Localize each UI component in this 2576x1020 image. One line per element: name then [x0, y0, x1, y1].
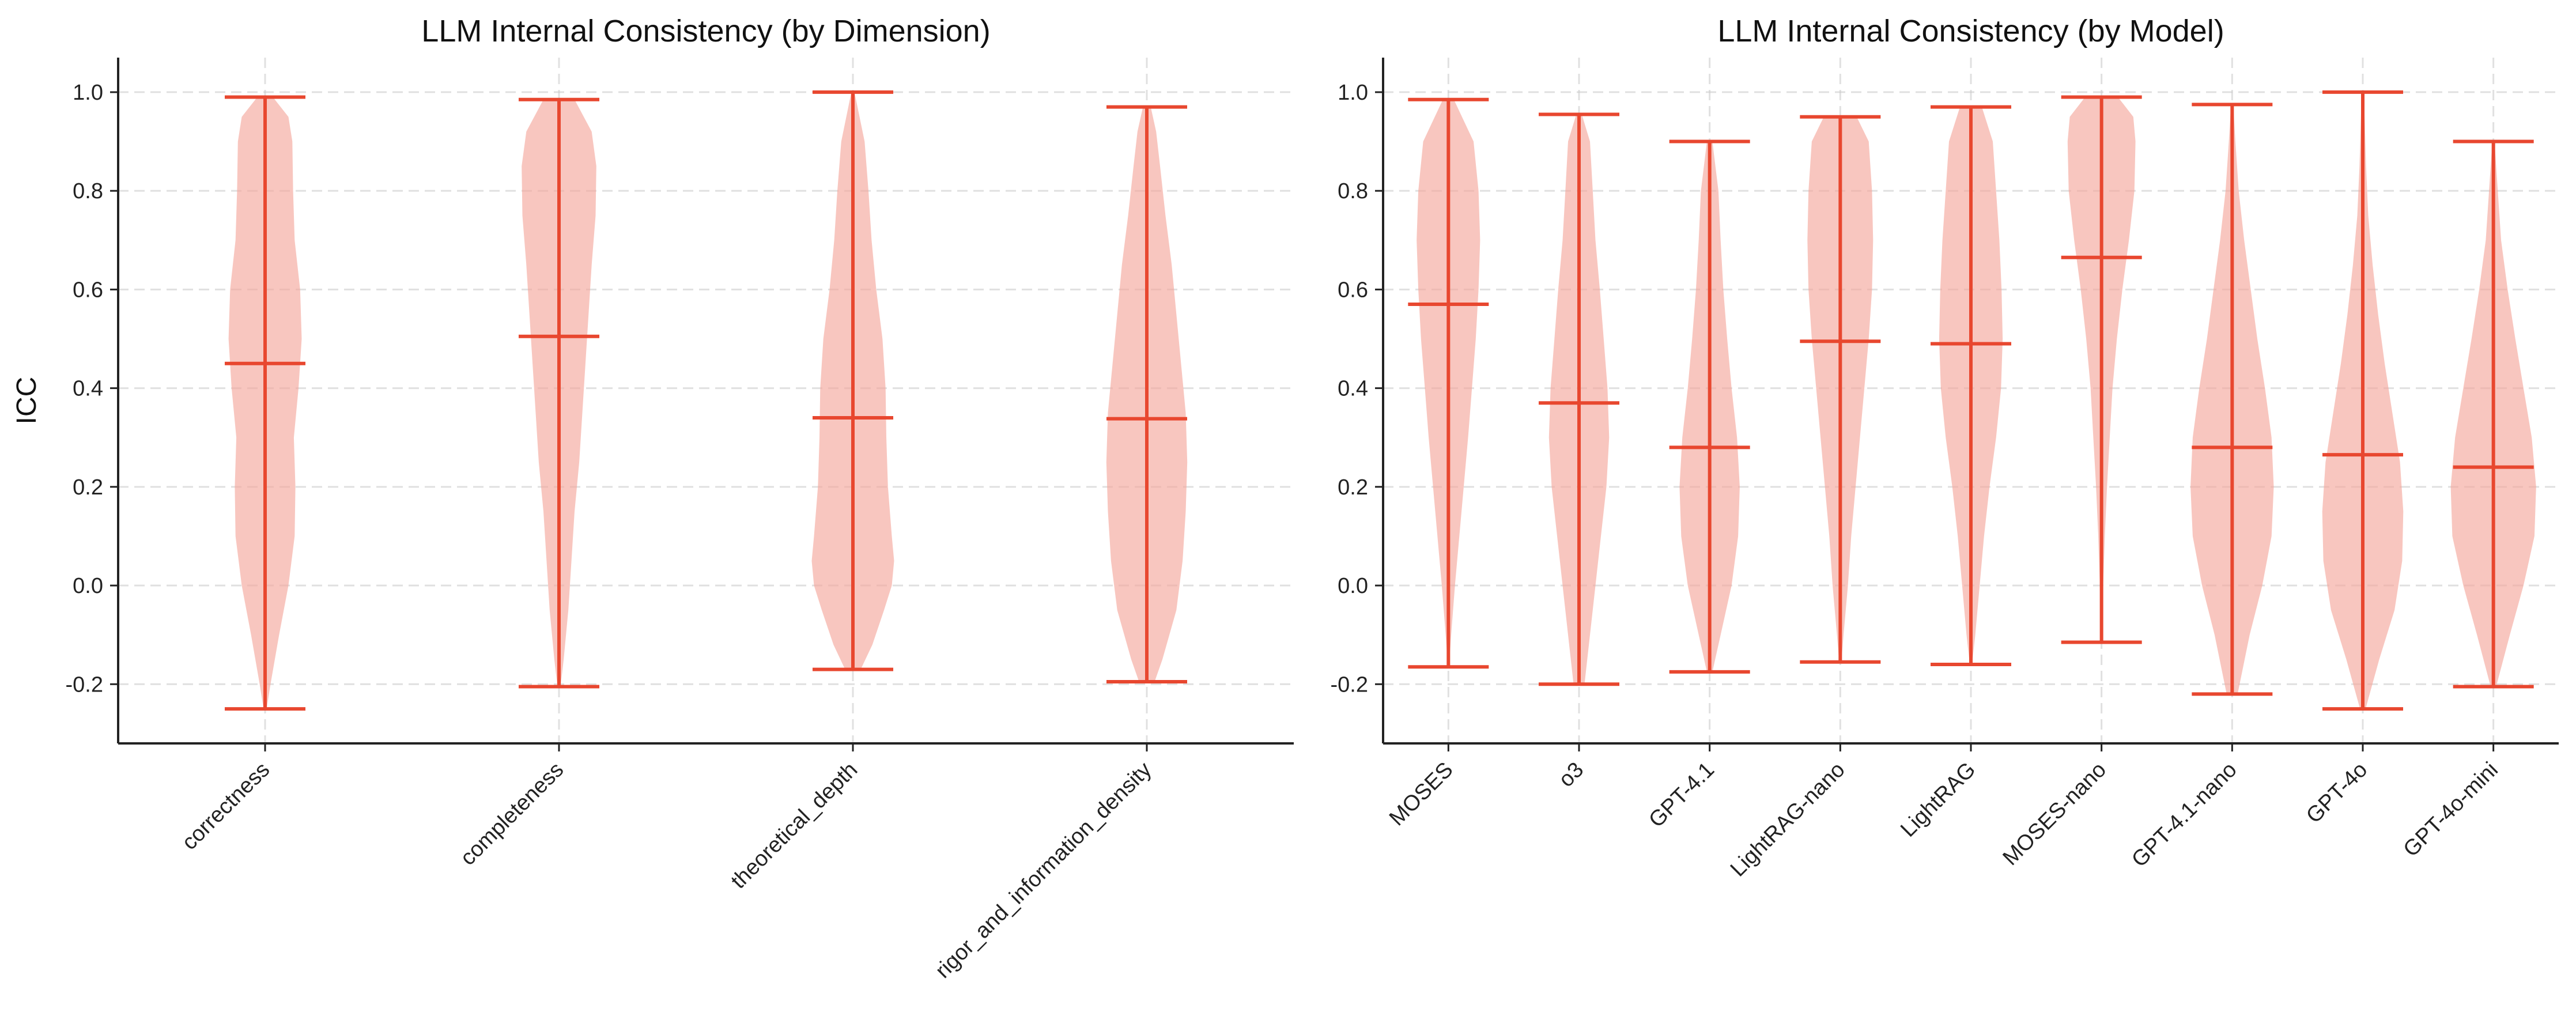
violin-LightRAG [1931, 105, 2011, 667]
violin-GPT-4.1-nano [2190, 103, 2274, 696]
y-tick-label: 0.4 [1338, 377, 1368, 401]
violin-completeness [519, 97, 599, 689]
violin-theoretical_depth [811, 90, 894, 671]
y-tick-label: 0.2 [1338, 475, 1368, 500]
violin-MOSES [1408, 97, 1489, 669]
y-tick-label: 0.0 [1338, 574, 1368, 598]
y-tick-label: -0.2 [1331, 673, 1368, 697]
x-tick-label: LightRAG [1896, 758, 1980, 842]
x-ticks: correctness completeness theoretical_depth… [177, 743, 1156, 983]
y-tick-label: -0.2 [66, 673, 103, 697]
x-tick-label: GPT-4o [2302, 758, 2372, 828]
violin-rigor_and_information_density [1106, 105, 1188, 683]
x-tick-label: GPT-4.1 [1644, 758, 1719, 833]
violin-MOSES-nano [2061, 95, 2142, 644]
y-tick-label: 0.4 [73, 377, 103, 401]
x-tick-label: LightRAG-nano [1726, 758, 1850, 882]
x-tick-label: theoretical_depth [726, 758, 862, 894]
x-tick-label: GPT-4.1-nano [2127, 758, 2241, 872]
x-tick-label: MOSES [1385, 758, 1458, 831]
y-tick-label: 1.0 [73, 81, 103, 105]
violin-LightRAG-nano [1800, 115, 1881, 664]
x-tick-label: completeness [456, 758, 568, 870]
x-tick-label: MOSES-nano [1999, 758, 2111, 870]
y-tick-label: 0.8 [73, 179, 103, 203]
y-tick-label: 0.2 [73, 475, 103, 500]
violin-GPT-4o [2322, 90, 2404, 711]
x-tick-label: rigor_and_information_density [931, 758, 1156, 983]
panel-by-model: LLM Internal Consistency (by Model) -0.2… [1331, 14, 2559, 882]
violin-o3 [1539, 112, 1619, 686]
axes [117, 58, 1294, 745]
panel-title: LLM Internal Consistency (by Model) [1717, 14, 2224, 48]
y-tick-label: 0.6 [73, 278, 103, 302]
y-ticks: -0.2 0.0 0.2 0.4 0.6 0.8 1.0 [66, 81, 118, 697]
x-tick-label: GPT-4o-mini [2399, 758, 2503, 862]
y-tick-label: 1.0 [1338, 81, 1368, 105]
violins [1408, 90, 2536, 711]
panel-title: LLM Internal Consistency (by Dimension) [421, 14, 990, 48]
y-ticks: -0.2 0.0 0.2 0.4 0.6 0.8 1.0 [1331, 81, 1383, 697]
violin-GPT-4o-mini [2450, 139, 2536, 689]
x-tick-label: correctness [177, 758, 275, 855]
y-tick-label: 0.0 [73, 574, 103, 598]
violins [225, 90, 1188, 711]
panel-by-dimension: LLM Internal Consistency (by Dimension) … [12, 14, 1294, 983]
violin-GPT-4.1 [1669, 139, 1750, 674]
x-tick-label: o3 [1554, 758, 1589, 792]
x-ticks: MOSES o3 GPT-4.1 LightRAG-nano LightRAG MOSES… [1385, 743, 2503, 882]
y-axis-label: ICC [12, 377, 42, 425]
y-tick-label: 0.8 [1338, 179, 1368, 203]
violin-correctness [225, 95, 305, 711]
y-tick-label: 0.6 [1338, 278, 1368, 302]
